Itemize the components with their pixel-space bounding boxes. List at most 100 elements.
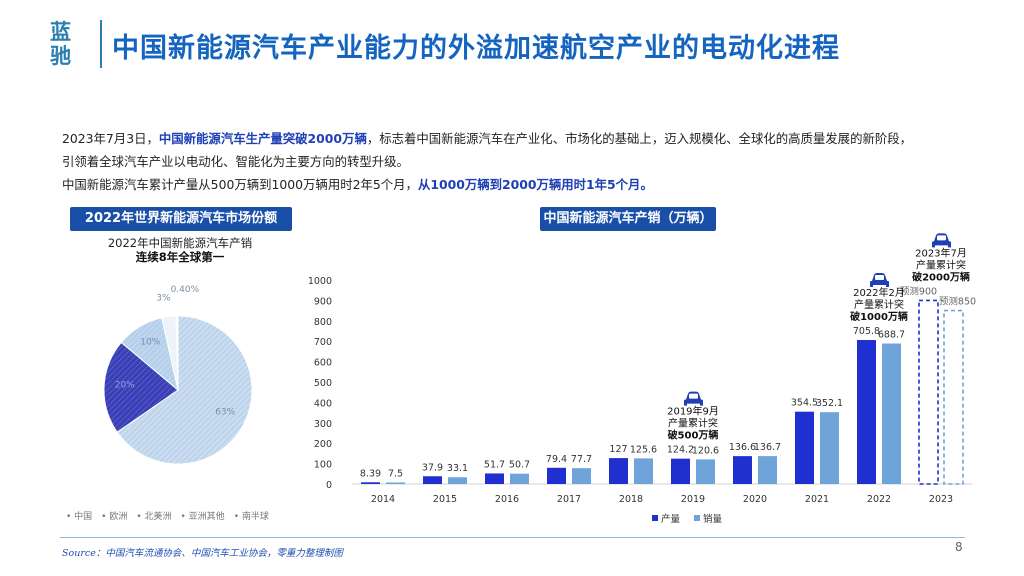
bar-销量-2016 bbox=[510, 473, 529, 484]
intro-text: ，标志着中国新能源汽车在产业化、市场化的基础上，迈入规模化、全球化的高质量发展的… bbox=[366, 131, 913, 146]
data-label: 51.7 bbox=[484, 459, 505, 470]
data-label: 37.9 bbox=[422, 462, 443, 473]
pie-label-0: 63% bbox=[215, 408, 235, 418]
bar-chart-banner: 中国新能源汽车产销（万辆） bbox=[540, 207, 716, 231]
intro-paragraph: 2023年7月3日，中国新能源汽车生产量突破2000万辆，标志着中国新能源汽车在… bbox=[62, 127, 962, 196]
data-label: 125.6 bbox=[630, 444, 657, 455]
intro-highlight: 中国新能源汽车生产量突破2000万辆 bbox=[158, 131, 367, 146]
x-tick-label: 2022 bbox=[867, 494, 891, 505]
legend-label: 销量 bbox=[703, 513, 723, 525]
brand-logo-line2: 驰 bbox=[50, 43, 71, 68]
source-note: Source：中国汽车流通协会、中国汽车工业协会，零重力整理制图 bbox=[62, 548, 343, 559]
bar-产量-2022 bbox=[857, 340, 876, 484]
car-window bbox=[875, 275, 884, 281]
legend-label: 产量 bbox=[661, 513, 681, 525]
bar-产量-2016 bbox=[485, 473, 504, 484]
data-label: 705.8 bbox=[853, 326, 880, 337]
page-number: 8 bbox=[955, 540, 963, 554]
pie-label-1: 20% bbox=[115, 381, 135, 391]
bar-销量-2022 bbox=[882, 343, 901, 484]
x-tick-label: 2017 bbox=[557, 494, 581, 505]
bar-销量-2023 bbox=[943, 309, 964, 485]
data-label: 预测900 bbox=[900, 286, 937, 297]
annotation-text: 产量累计突 bbox=[668, 417, 718, 430]
data-label: 354.5 bbox=[791, 398, 818, 409]
annotation-text: 2019年9月 bbox=[667, 405, 719, 418]
data-label: 预测850 bbox=[939, 297, 976, 308]
data-label: 136.6 bbox=[729, 442, 756, 453]
intro-highlight: 从1000万辆到2000万辆用时1年5个月。 bbox=[417, 177, 653, 192]
data-label: 77.7 bbox=[571, 454, 592, 465]
pie-caption: 2022年中国新能源汽车产销 连续8年全球第一 bbox=[75, 236, 285, 264]
bar-销量-2021 bbox=[820, 412, 839, 484]
bar-产量-2020 bbox=[733, 456, 752, 484]
data-label: 8.39 bbox=[360, 468, 381, 479]
bar-产量-2017 bbox=[547, 467, 566, 484]
intro-line-2: 引领着全球汽车产业以电动化、智能化为主要方向的转型升级。 bbox=[62, 154, 409, 169]
x-tick-label: 2021 bbox=[805, 494, 829, 505]
bar-产量-2021 bbox=[795, 411, 814, 484]
data-label: 124.2 bbox=[667, 445, 694, 456]
data-label: 127 bbox=[609, 444, 627, 455]
intro-line-1: 2023年7月3日，中国新能源汽车生产量突破2000万辆，标志着中国新能源汽车在… bbox=[62, 127, 962, 150]
y-tick-label: 300 bbox=[314, 419, 332, 430]
title-divider bbox=[100, 20, 102, 68]
bar-销量-2015 bbox=[448, 477, 467, 484]
pie-legend-item: • 北美洲 bbox=[136, 512, 172, 522]
y-tick-label: 0 bbox=[326, 480, 332, 491]
bar-销量-2020 bbox=[758, 456, 777, 484]
intro-text: 2023年7月3日， bbox=[62, 131, 159, 146]
pie-slice-4 bbox=[175, 315, 179, 391]
car-icon bbox=[870, 273, 889, 288]
car-window bbox=[937, 235, 946, 241]
y-tick-label: 600 bbox=[314, 358, 332, 369]
x-tick-label: 2016 bbox=[495, 494, 519, 505]
y-tick-label: 100 bbox=[314, 460, 332, 471]
bar-销量-2019 bbox=[696, 459, 715, 484]
bar-销量-2018 bbox=[634, 458, 653, 484]
y-tick-label: 200 bbox=[314, 439, 332, 450]
data-label: 33.1 bbox=[447, 463, 468, 474]
car-icon bbox=[684, 391, 703, 406]
y-tick-label: 900 bbox=[314, 296, 332, 307]
data-label: 7.5 bbox=[388, 468, 403, 479]
y-tick-label: 700 bbox=[314, 337, 332, 348]
bar-销量-2014 bbox=[386, 482, 405, 484]
pie-label-3: 3% bbox=[156, 294, 171, 304]
data-label: 79.4 bbox=[546, 454, 567, 465]
data-label: 352.1 bbox=[816, 398, 843, 409]
pie-caption-line2: 连续8年全球第一 bbox=[135, 250, 225, 264]
annotation-text: 产量累计突 bbox=[854, 298, 904, 311]
pie-chart: 63% 20% 10% 3%0.40% bbox=[103, 285, 253, 465]
x-tick-label: 2015 bbox=[433, 494, 457, 505]
x-tick-label: 2014 bbox=[371, 494, 395, 505]
bar-产量-2018 bbox=[609, 458, 628, 484]
x-tick-label: 2019 bbox=[681, 494, 705, 505]
pie-legend-item: • 欧洲 bbox=[101, 512, 128, 522]
y-tick-label: 1000 bbox=[308, 276, 332, 287]
pie-label-4: 0.40% bbox=[171, 285, 200, 295]
pie-legend-item: • 亚洲其他 bbox=[180, 512, 225, 522]
pie-chart-banner: 2022年世界新能源汽车市场份额 bbox=[70, 207, 292, 231]
x-tick-label: 2023 bbox=[929, 494, 953, 505]
annotation-text: 破2000万辆 bbox=[912, 270, 970, 283]
bar-产量-2014 bbox=[361, 482, 380, 484]
bar-chart: 0 100 200 300 400 500 600 700 800 900 1000 8.39 7.5 2… bbox=[308, 233, 976, 525]
intro-text: 中国新能源汽车累计产量从500万辆到1000万辆用时2年5个月， bbox=[62, 177, 418, 192]
legend-swatch bbox=[694, 515, 700, 521]
x-tick-label: 2018 bbox=[619, 494, 643, 505]
intro-line-3: 中国新能源汽车累计产量从500万辆到1000万辆用时2年5个月，从1000万辆到… bbox=[62, 173, 962, 196]
pie-slice-0 bbox=[116, 315, 253, 465]
brand-logo: 蓝 驰 bbox=[50, 20, 90, 68]
page-title: 中国新能源汽车产业能力的外溢加速航空产业的电动化进程 bbox=[112, 33, 840, 64]
car-window bbox=[689, 393, 698, 399]
pie-legend-item: • 南半球 bbox=[233, 512, 269, 522]
annotation-text: 2023年7月 bbox=[915, 246, 967, 259]
brand-logo-line1: 蓝 bbox=[50, 19, 71, 44]
car-icon bbox=[932, 233, 951, 248]
y-tick-label: 500 bbox=[314, 378, 332, 389]
x-tick-label: 2020 bbox=[743, 494, 767, 505]
bar-销量-2017 bbox=[572, 468, 591, 484]
pie-legend-item: • 中国 bbox=[66, 512, 93, 522]
y-tick-label: 400 bbox=[314, 398, 332, 409]
